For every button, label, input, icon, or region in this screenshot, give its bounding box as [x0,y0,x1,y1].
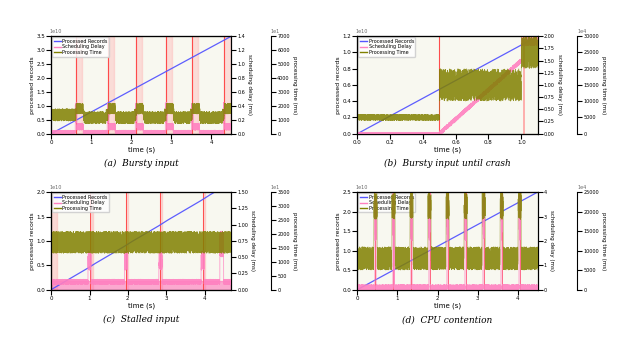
Y-axis label: processing time (ms): processing time (ms) [601,56,606,114]
Title: (a)  Bursty input: (a) Bursty input [104,159,179,168]
Y-axis label: processed records: processed records [30,56,35,114]
X-axis label: time (s): time (s) [128,302,155,309]
Bar [108,36,115,134]
Bar [224,36,230,134]
Text: 1e10: 1e10 [49,185,62,190]
Text: 1e1: 1e1 [271,29,280,34]
Bar [92,192,93,290]
Text: 1e10: 1e10 [356,29,368,34]
Legend: Processed Records, Scheduling Delay, Processing Time: Processed Records, Scheduling Delay, Pro… [358,37,415,56]
Bar [203,192,205,290]
Text: 1e4: 1e4 [577,185,586,190]
Text: 1e10: 1e10 [49,29,62,34]
Bar [161,192,163,290]
X-axis label: time (s): time (s) [128,146,155,153]
Title: (c)  Stalled input: (c) Stalled input [103,315,179,324]
X-axis label: time (s): time (s) [434,146,461,153]
Y-axis label: processed records: processed records [336,212,341,270]
Y-axis label: scheduling delay (ms): scheduling delay (ms) [247,54,252,115]
Bar [51,281,231,290]
Y-axis label: processed records: processed records [30,212,35,270]
Bar [166,36,172,134]
Y-axis label: scheduling delay (ms): scheduling delay (ms) [557,54,562,115]
Text: 1e4: 1e4 [577,29,586,34]
X-axis label: time (s): time (s) [434,302,461,309]
Bar [136,36,143,134]
Y-axis label: processing time (ms): processing time (ms) [292,56,297,114]
Bar [76,36,83,134]
Bar [192,36,198,134]
Y-axis label: scheduling delay (ms): scheduling delay (ms) [250,210,255,272]
Legend: Processed Records, Scheduling Delay, Processing Time: Processed Records, Scheduling Delay, Pro… [358,193,415,212]
Bar [126,192,128,290]
Legend: Processed Records, Scheduling Delay, Processing Time: Processed Records, Scheduling Delay, Pro… [52,37,109,56]
Title: (d)  CPU contention: (d) CPU contention [403,315,493,324]
Legend: Processed Records, Scheduling Delay, Processing Time: Processed Records, Scheduling Delay, Pro… [52,193,109,212]
Bar [51,192,57,290]
Y-axis label: processed records: processed records [336,56,341,114]
Title: (b)  Bursty input until crash: (b) Bursty input until crash [384,159,511,168]
Y-axis label: processing time (ms): processing time (ms) [601,212,606,270]
Y-axis label: processing time (ms): processing time (ms) [292,212,297,270]
Text: 1e1: 1e1 [271,185,280,190]
Text: 1e10: 1e10 [356,185,368,190]
Y-axis label: scheduling delay (ms): scheduling delay (ms) [549,210,554,272]
